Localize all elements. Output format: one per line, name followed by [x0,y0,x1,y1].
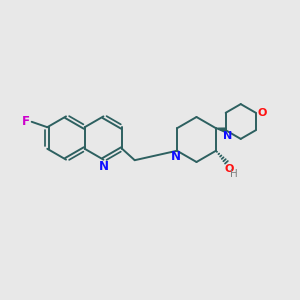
Text: H: H [230,169,238,179]
Text: N: N [98,160,108,173]
Polygon shape [216,128,226,132]
Text: O: O [224,164,234,174]
Text: O: O [258,108,267,118]
Text: N: N [223,131,232,141]
Text: F: F [22,115,30,128]
Text: N: N [170,150,181,163]
